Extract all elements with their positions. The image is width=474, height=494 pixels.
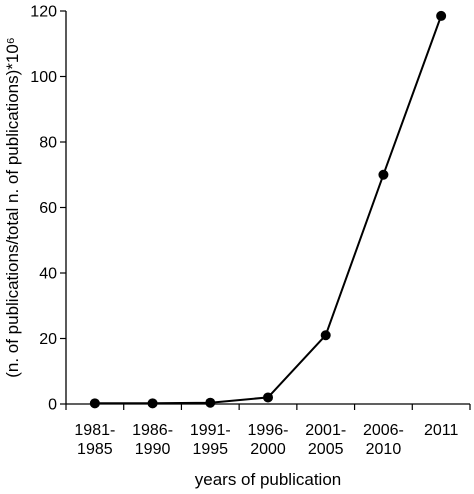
x-category-label: 1986-1990 [132, 422, 173, 458]
y-tick-label: 80 [39, 135, 57, 152]
y-axis-title: (n. of publications/total n. of publicat… [3, 37, 22, 378]
y-tick-label: 120 [30, 4, 57, 21]
x-category-labels: 1981-1985 1986-1990 1991-1995 1996-2000 2001… [74, 422, 458, 458]
y-tick-label: 20 [39, 331, 57, 348]
data-point [263, 392, 273, 403]
data-point [320, 330, 331, 341]
x-category-label: 2006-2010 [363, 422, 404, 458]
data-point [147, 398, 158, 409]
x-axis-ticks [65, 404, 471, 410]
data-points [89, 10, 447, 409]
data-point [205, 397, 216, 408]
y-tick-label: 100 [30, 69, 57, 86]
data-point [378, 169, 389, 180]
y-tick-label: 40 [39, 266, 57, 283]
y-tick-label: 60 [39, 200, 57, 217]
series-line [94, 15, 443, 405]
x-category-label: 2011 [424, 422, 459, 439]
x-category-label: 1991-1995 [190, 422, 231, 458]
data-point [436, 10, 447, 21]
data-point [89, 398, 100, 409]
x-category-label: 1981-1985 [74, 422, 115, 458]
y-tick-label: 0 [48, 397, 57, 414]
x-category-label: 1996-2000 [248, 422, 289, 458]
y-axis-ticks: 0 20 40 60 80 100 120 [30, 4, 66, 414]
x-axis-title: years of publication [195, 470, 341, 489]
x-category-label: 2001-2005 [305, 422, 346, 458]
